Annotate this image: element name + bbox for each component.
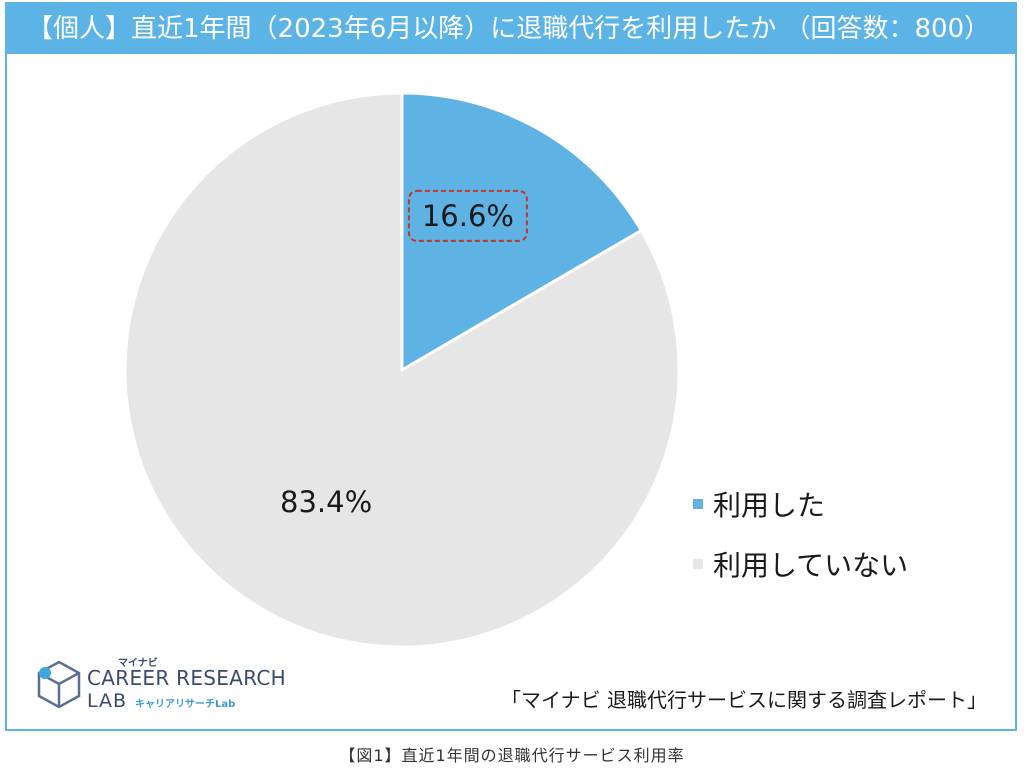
highlight-box	[407, 189, 528, 242]
chart-title: 【個人】直近1年間（2023年6月以降）に退職代行を利用したか （回答数：800…	[7, 4, 1015, 54]
legend-item-used: 利用した	[693, 486, 825, 522]
data-label-used: 16.6%	[422, 199, 514, 233]
legend-swatch-not-used	[693, 559, 703, 569]
career-research-lab-logo: マイナビ CAREER RESEARCH LAB キャリアリサーチLab	[35, 654, 286, 714]
logo-main-text: CAREER RESEARCH	[87, 666, 287, 690]
logo-sub-text: キャリアリサーチLab	[135, 699, 236, 710]
pie-slice-used	[400, 91, 643, 372]
chart-figure: 【個人】直近1年間（2023年6月以降）に退職代行を利用したか （回答数：800…	[5, 2, 1017, 731]
legend-label-used: 利用した	[713, 489, 826, 522]
figure-caption: 【図1】直近1年間の退職代行サービス利用率	[339, 746, 685, 765]
legend-swatch-used	[693, 499, 703, 509]
pie-slice-not-used	[123, 91, 681, 649]
cube-logo-icon	[37, 660, 81, 709]
pie-chart: 16.6% 83.4%	[123, 91, 681, 649]
data-label-not-used: 83.4%	[280, 485, 372, 519]
logo-small-text: マイナビ	[118, 658, 158, 669]
legend-label-not-used: 利用していない	[713, 549, 909, 582]
legend-item-not-used: 利用していない	[693, 546, 908, 582]
logo-lab-text: LAB	[87, 690, 128, 712]
source-note: 「マイナビ 退職代行サービスに関する調査レポート」	[501, 688, 987, 712]
